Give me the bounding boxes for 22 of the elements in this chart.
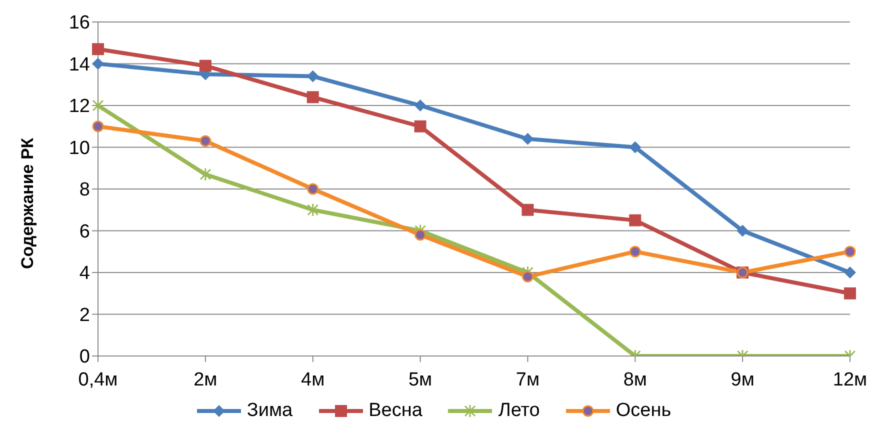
y-tick-label: 2	[79, 304, 90, 326]
y-tick-label: 8	[79, 180, 90, 201]
y-tick-label: 12	[68, 96, 90, 118]
legend-label: Лето	[498, 400, 540, 422]
legend-label: Весна	[368, 400, 422, 422]
legend-label: Осень	[616, 400, 672, 422]
y-tick-label: 4	[79, 263, 90, 284]
y-tick-label: 6	[79, 221, 90, 242]
y-axis-title: Содержание РК	[18, 137, 38, 269]
x-tick-label: 0,4м	[78, 369, 118, 390]
x-tick-label: 9м	[730, 369, 754, 390]
y-tick-label: 0	[79, 346, 90, 368]
y-tick-label: 16	[68, 12, 90, 34]
legend-label: Зима	[246, 400, 293, 422]
y-tick-label: 10	[68, 138, 90, 159]
x-tick-label: 8м	[623, 369, 647, 390]
x-tick-label: 4м	[301, 369, 325, 390]
x-tick-label: 12м	[832, 369, 868, 390]
x-tick-label: 2м	[194, 369, 218, 390]
x-tick-label: 5м	[408, 369, 432, 390]
y-tick-label: 14	[68, 54, 90, 76]
x-tick-label: 7м	[516, 369, 540, 390]
